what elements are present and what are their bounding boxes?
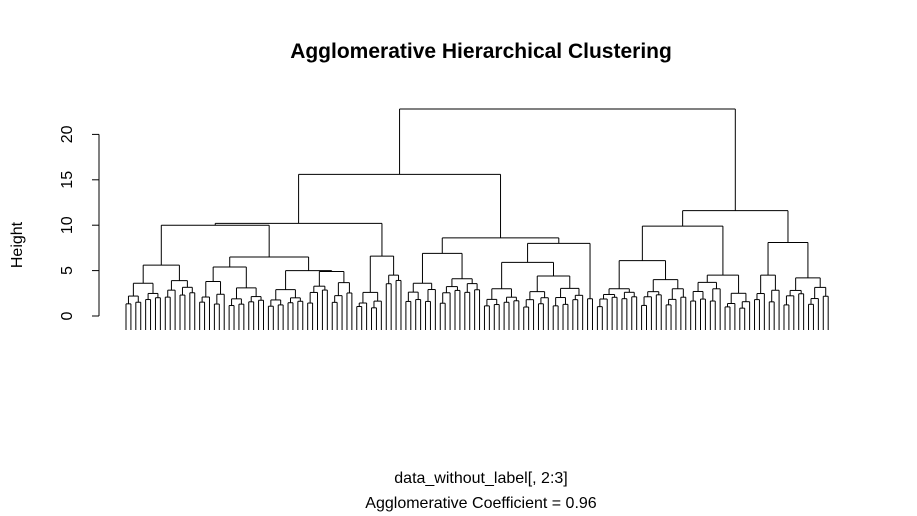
y-axis: 0 5 10 15 20 [59, 125, 100, 320]
y-tick-label: 20 [59, 125, 76, 143]
dendrogram-tree [125, 108, 829, 330]
y-tick-label: 15 [59, 171, 76, 189]
y-axis-label: Height [9, 221, 26, 268]
y-tick-label: 5 [59, 266, 76, 275]
y-tick-label: 0 [59, 311, 76, 320]
x-axis-label: data_without_label[, 2:3] [394, 470, 567, 487]
agglomerative-coefficient: Agglomerative Coefficient = 0.96 [365, 495, 597, 512]
y-tick-label: 10 [59, 216, 76, 234]
chart-title: Agglomerative Hierarchical Clustering [290, 40, 672, 63]
